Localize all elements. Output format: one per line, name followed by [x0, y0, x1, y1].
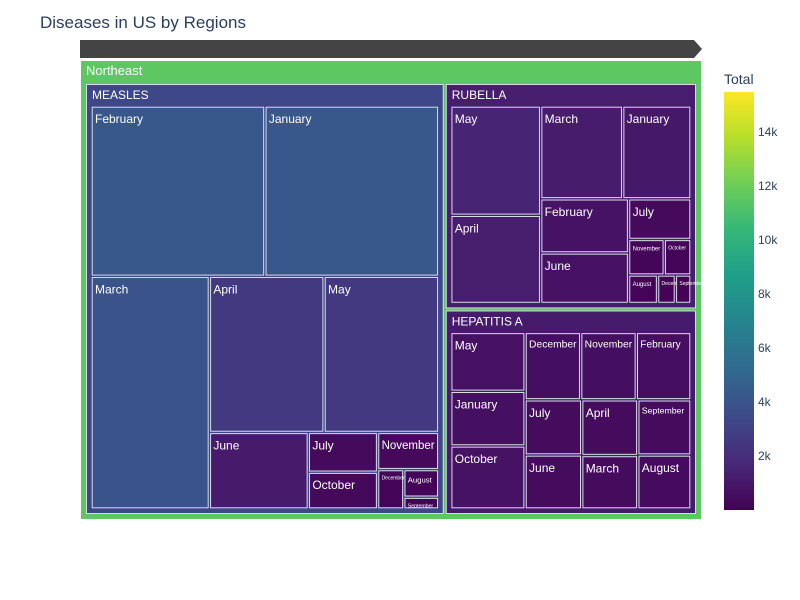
month-label: May	[455, 338, 478, 352]
month-label: March	[586, 462, 619, 476]
month-label: May	[328, 282, 351, 296]
month-tile-july[interactable]	[629, 199, 691, 239]
month-label: December	[382, 476, 405, 482]
month-label: March	[95, 282, 128, 296]
month-label: July	[633, 205, 654, 219]
month-label: August	[642, 461, 680, 475]
month-label: May	[455, 112, 478, 126]
month-tile-january[interactable]	[265, 106, 439, 276]
month-label: January	[455, 397, 498, 411]
month-tile-september[interactable]	[404, 497, 439, 509]
month-label: November	[585, 340, 633, 351]
month-label: February	[640, 340, 681, 351]
colorbar-tick-label: 4k	[758, 395, 771, 410]
month-tile-april[interactable]	[210, 277, 324, 432]
colorbar-tick-label: 2k	[758, 449, 771, 464]
month-label: June	[213, 438, 239, 452]
month-tile-january[interactable]	[451, 391, 525, 446]
month-label: February	[545, 205, 593, 219]
month-label: December	[662, 281, 685, 287]
month-tile-october[interactable]	[451, 446, 525, 509]
disease-label: RUBELLA	[452, 88, 507, 102]
month-label: July	[312, 438, 333, 452]
chart-title: Diseases in US by Regions	[40, 13, 246, 32]
month-tile-april[interactable]	[451, 215, 540, 303]
month-tile-august[interactable]	[404, 470, 439, 497]
month-label: July	[529, 406, 550, 420]
month-tile-august[interactable]	[638, 455, 691, 509]
treemap[interactable]: Northeast MEASLES February January March Apri…	[80, 60, 702, 520]
month-tile-november[interactable]	[378, 433, 439, 469]
month-tile-september[interactable]	[638, 400, 691, 455]
colorbar-tick-label: 12k	[758, 179, 778, 194]
month-label: August	[408, 475, 433, 484]
colorbar	[724, 92, 754, 510]
month-tile-june[interactable]	[210, 433, 308, 509]
month-label: October	[668, 245, 686, 251]
colorbar-title: Total	[724, 71, 754, 87]
region-label: Northeast	[86, 63, 143, 78]
month-tile-october[interactable]	[309, 472, 377, 509]
month-tile-november[interactable]	[629, 240, 664, 275]
disease-label: HEPATITIS A	[452, 314, 523, 328]
pathbar-arrow[interactable]	[80, 40, 702, 58]
month-label: June	[529, 461, 555, 475]
month-label: April	[213, 282, 237, 296]
month-label: January	[269, 112, 312, 126]
month-label: September	[408, 503, 434, 509]
month-tile-september[interactable]	[676, 275, 691, 303]
month-tile-february[interactable]	[541, 199, 628, 253]
month-label: October	[455, 452, 498, 466]
colorbar-tick-label: 6k	[758, 341, 771, 356]
month-label: March	[545, 112, 578, 126]
month-tile-may[interactable]	[451, 333, 525, 391]
colorbar-tick-label: 8k	[758, 287, 771, 302]
month-tile-november[interactable]	[581, 333, 636, 400]
month-tile-june[interactable]	[525, 455, 582, 509]
month-label: November	[382, 440, 435, 452]
month-tile-december[interactable]	[378, 470, 404, 509]
month-label: April	[586, 406, 610, 420]
month-label: August	[633, 282, 652, 288]
month-tile-july[interactable]	[525, 400, 582, 455]
month-tile-february[interactable]	[91, 106, 265, 276]
month-label: June	[545, 259, 571, 273]
month-label: November	[633, 246, 661, 252]
month-tile-may[interactable]	[324, 277, 439, 432]
month-tile-january[interactable]	[623, 106, 691, 199]
month-tile-june[interactable]	[541, 253, 628, 303]
disease-label: MEASLES	[92, 88, 149, 102]
month-label: September	[642, 405, 685, 415]
month-tile-march[interactable]	[582, 456, 638, 509]
month-label: December	[529, 340, 577, 351]
month-tile-february[interactable]	[637, 333, 691, 400]
month-tile-march[interactable]	[91, 277, 209, 509]
month-label: October	[312, 478, 355, 492]
month-label: September	[679, 281, 702, 287]
month-tile-may[interactable]	[451, 106, 540, 215]
month-label: February	[95, 112, 143, 126]
pathbar[interactable]	[80, 40, 705, 58]
month-tile-july[interactable]	[309, 433, 377, 472]
month-label: January	[627, 112, 670, 126]
colorbar-tick-label: 10k	[758, 233, 778, 248]
month-tile-december[interactable]	[658, 275, 675, 303]
colorbar-tick-label: 14k	[758, 125, 778, 140]
month-label: April	[455, 221, 479, 235]
month-tile-april[interactable]	[582, 400, 638, 455]
month-tile-october[interactable]	[664, 240, 691, 275]
month-tile-march[interactable]	[541, 106, 622, 199]
month-tile-august[interactable]	[629, 275, 657, 303]
month-tile-december[interactable]	[525, 333, 580, 400]
